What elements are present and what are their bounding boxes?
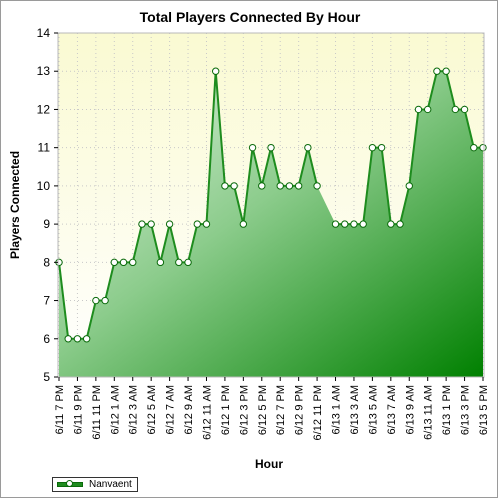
data-point	[258, 182, 266, 190]
data-point	[304, 143, 312, 152]
data-point	[479, 143, 487, 152]
data-point	[276, 182, 284, 190]
axes	[54, 32, 485, 381]
data-point	[285, 182, 294, 190]
data-point	[433, 67, 441, 75]
x-tick-label: 6/12 11 PM	[312, 385, 324, 440]
x-tick-label: 6/12 5 PM	[257, 385, 269, 435]
y-tick-label: 10	[37, 179, 51, 193]
x-tick-label: 6/12 1 PM	[220, 385, 232, 435]
x-tick-label: 6/13 11 AM	[423, 385, 435, 440]
data-point	[202, 220, 211, 228]
data-point	[73, 335, 82, 343]
x-tick-label: 6/13 5 AM	[367, 385, 379, 435]
data-point	[387, 220, 395, 228]
data-point	[248, 143, 257, 152]
data-point	[377, 143, 386, 152]
data-point	[156, 258, 165, 267]
data-point	[460, 105, 469, 114]
y-tick-label: 8	[43, 255, 50, 269]
data-point	[110, 258, 119, 267]
x-tick-label: 6/12 7 AM	[165, 385, 177, 435]
data-point	[451, 105, 460, 114]
legend-label-nanvaent: Nanvaent	[89, 479, 132, 490]
data-point	[442, 67, 450, 75]
data-point	[92, 296, 100, 305]
data-point	[350, 220, 358, 228]
data-point	[414, 105, 423, 114]
data-point	[341, 220, 349, 228]
x-tick-label: 6/13 1 PM	[441, 385, 453, 435]
data-point	[331, 220, 340, 228]
series-area-nanvaent	[59, 71, 483, 377]
x-tick-label: 6/12 7 PM	[275, 385, 287, 435]
y-tick-label: 9	[43, 217, 50, 231]
series-points	[55, 67, 487, 343]
data-point	[101, 296, 109, 305]
data-point	[230, 182, 238, 190]
x-tick-label: 6/11 9 PM	[72, 385, 84, 434]
x-tick-label: 6/11 11 PM	[91, 385, 103, 440]
data-point	[175, 258, 183, 267]
y-tick-label: 7	[43, 294, 50, 308]
legend: Nanvaent	[52, 477, 138, 492]
data-point	[239, 220, 248, 228]
x-tick-labels: 6/11 7 PM 6/11 9 PM 6/11 11 PM 6/12 1 AM 6/1…	[54, 385, 490, 440]
x-tick-label: 6/13 7 AM	[386, 385, 398, 435]
y-tick-label: 13	[37, 64, 51, 78]
x-tick-label: 6/12 5 AM	[146, 385, 158, 435]
x-tick-label: 6/12 11 AM	[201, 385, 213, 440]
x-tick-label: 6/13 9 AM	[404, 385, 416, 435]
y-tick-labels: 5 6 7 8 9 10 11 12 13 14	[37, 26, 51, 384]
chart-title: Total Players Connected By Hour	[140, 9, 361, 25]
x-tick-label: 6/12 9 AM	[183, 385, 195, 435]
x-tick-label: 6/13 5 PM	[478, 385, 490, 435]
plot-border	[57, 32, 485, 378]
data-point	[184, 258, 192, 267]
data-point	[147, 220, 155, 228]
data-point	[470, 143, 478, 152]
y-tick-label: 12	[37, 102, 51, 116]
data-point	[64, 335, 72, 343]
y-tick-label: 5	[43, 370, 50, 384]
y-axis-title: Players Connected	[8, 151, 22, 259]
data-point	[129, 258, 137, 267]
x-tick-label: 6/13 3 AM	[349, 385, 361, 435]
data-point	[359, 220, 367, 228]
data-point	[82, 335, 91, 343]
data-point	[138, 220, 146, 228]
x-axis-title: Hour	[255, 457, 283, 471]
legend-swatch-icon	[57, 480, 83, 489]
data-point	[119, 258, 128, 267]
x-tick-label: 6/13 3 PM	[460, 385, 472, 435]
data-point	[313, 182, 321, 190]
data-point	[211, 67, 220, 75]
data-point	[267, 143, 275, 152]
x-tick-label: 6/12 3 PM	[238, 385, 250, 435]
data-point	[423, 105, 432, 114]
y-tick-label: 14	[37, 26, 51, 40]
data-point	[396, 220, 404, 228]
x-tick-label: 6/12 9 PM	[294, 385, 306, 435]
x-tick-label: 6/12 1 AM	[109, 385, 121, 435]
data-point	[165, 220, 174, 228]
x-tick-label: 6/12 3 AM	[128, 385, 140, 435]
y-tick-label: 6	[43, 332, 50, 346]
data-point	[221, 182, 229, 190]
data-point	[368, 143, 377, 152]
data-point	[405, 182, 413, 190]
data-point	[193, 220, 201, 228]
y-tick-label: 11	[38, 141, 51, 155]
x-tick-label: 6/11 7 PM	[54, 385, 66, 434]
x-tick-label: 6/13 1 AM	[331, 385, 343, 435]
data-point	[294, 182, 303, 190]
